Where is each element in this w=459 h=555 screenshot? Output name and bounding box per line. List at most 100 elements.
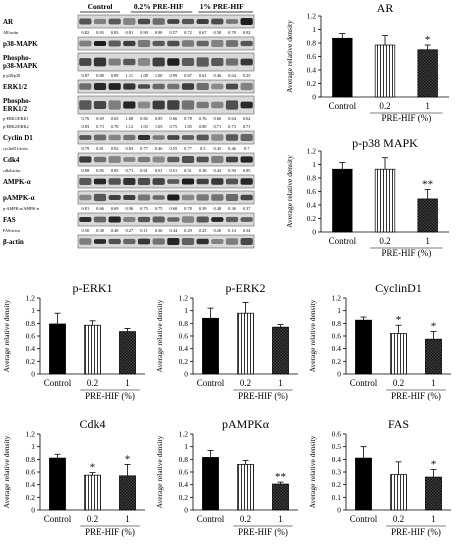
blot-ratio-value: 1.08 bbox=[125, 116, 133, 121]
bar-0-2 bbox=[374, 44, 396, 98]
blot-ratio-label: cyclinD1/actin bbox=[3, 146, 29, 151]
blot-ratio-value: 0.61 bbox=[140, 168, 148, 173]
blot-band-box bbox=[77, 152, 255, 167]
x-axis-label: PRE-HIF (%) bbox=[391, 527, 441, 537]
blot-ratio-value: 0.83 bbox=[125, 146, 133, 151]
blot-band-lane bbox=[167, 156, 180, 163]
blot-band-lane bbox=[181, 178, 195, 185]
blot-band-lane bbox=[79, 156, 92, 163]
blot-band-lane bbox=[240, 156, 253, 163]
blot-band-lane bbox=[225, 58, 239, 66]
y-tick-label: 0 bbox=[312, 93, 316, 102]
blot-band-lane bbox=[108, 134, 121, 141]
y-tick-label: 0.2 bbox=[179, 357, 189, 366]
y-tick-label: 1 bbox=[31, 442, 35, 451]
blot-band-lane bbox=[79, 194, 92, 201]
blot-ratio-value: 0.83 bbox=[81, 124, 89, 129]
blot-ratio-value: 0.57 bbox=[169, 30, 177, 35]
blot-ratio-value: 0.45 bbox=[213, 146, 221, 151]
blot-band-lane bbox=[137, 156, 151, 163]
y-tick-label: 1.2 bbox=[179, 430, 189, 439]
blot-ratio-value: 0.75 bbox=[155, 206, 163, 211]
bar-chart-svg: p-ERK1 0 0.2 0.4 0.6 0.8 1 1.2 Average relative … bbox=[2, 281, 145, 401]
blot-ratio-value: 0.43 bbox=[213, 168, 221, 173]
blot-ratio-value: 0.55 bbox=[169, 146, 177, 151]
x-category-label: Control bbox=[329, 101, 357, 111]
blot-band-lane bbox=[79, 135, 92, 140]
y-tick-label: 0.8 bbox=[179, 319, 189, 328]
blot-ratio-value: 0.75 bbox=[169, 124, 177, 129]
blot-ratio-value: 0.76 bbox=[81, 116, 89, 121]
blot-band-lane bbox=[167, 58, 180, 66]
blot-band-lane bbox=[137, 216, 151, 223]
y-tick-label: 0.6 bbox=[26, 332, 36, 341]
blot-ratio-value: 0.29 bbox=[184, 228, 192, 233]
blot-band-lane bbox=[123, 101, 136, 109]
blot-band-label: p38-MAPK bbox=[3, 40, 38, 48]
blot-ratio-value: 0.50 bbox=[228, 168, 236, 173]
blot-band-lane bbox=[240, 237, 253, 246]
y-tick-label: 0 bbox=[31, 370, 35, 379]
blot-band-lane bbox=[211, 217, 224, 222]
blot-band-lane bbox=[225, 238, 239, 245]
bar-0-2 bbox=[390, 474, 407, 511]
blot-band-lane bbox=[137, 18, 151, 25]
blot-band-lane bbox=[211, 83, 224, 90]
blot-band-lane bbox=[240, 101, 253, 109]
y-tick-label: 0.4 bbox=[332, 344, 342, 353]
blot-band-lane bbox=[240, 17, 253, 26]
blot-ratio-value: 0.61 bbox=[155, 168, 163, 173]
blot-group-label: 0.2% PRE-HIF bbox=[134, 2, 184, 11]
bar-control bbox=[202, 317, 219, 375]
blot-band-lane bbox=[137, 238, 151, 245]
blot-ratio-value: 0.25 bbox=[243, 73, 251, 78]
blot-band-label: Phospho-p38-MAPK bbox=[3, 54, 38, 70]
y-tick-label: 0.6 bbox=[179, 332, 189, 341]
blot-band-lane bbox=[196, 156, 209, 163]
y-tick-label: 0.5 bbox=[332, 442, 342, 451]
blot-ratio-value: 0.93 bbox=[96, 30, 104, 35]
blot-ratio-value: 0.36 bbox=[228, 206, 236, 211]
y-tick-label: 0.6 bbox=[332, 332, 342, 341]
blot-band-lane bbox=[240, 217, 253, 222]
y-tick-label: 1.2 bbox=[332, 294, 342, 303]
y-axis-label: Average relative density bbox=[308, 435, 317, 508]
blot-ratio-value: 0.46 bbox=[155, 146, 163, 151]
western-blot-figure: Control 0.2% PRE-HIF 1% PRE-HIF AR AR/actin 0… bbox=[3, 2, 255, 249]
blot-ratio-value: 0.73 bbox=[228, 124, 236, 129]
bar-1 bbox=[417, 49, 438, 98]
x-axis-label: PRE-HIF (%) bbox=[381, 113, 431, 123]
blot-band-lane bbox=[225, 40, 239, 47]
blot-band-box bbox=[77, 95, 255, 115]
blot-band-lane bbox=[181, 135, 195, 140]
blot-band-lane bbox=[196, 19, 209, 24]
blot-ratio-value: 0.96 bbox=[125, 206, 133, 211]
blot-ratio-value: 0.79 bbox=[81, 146, 89, 151]
blot-band-lane bbox=[196, 57, 209, 67]
blot-ratio-value: 0.85 bbox=[96, 168, 104, 173]
blot-group-label: 1% PRE-HIF bbox=[200, 2, 244, 11]
blot-band-lane bbox=[123, 18, 136, 25]
blot-ratio-value: 0.82 bbox=[243, 30, 251, 35]
y-tick-label: 0.2 bbox=[26, 493, 36, 502]
y-tick-label: 0 bbox=[312, 228, 316, 237]
y-tick-label: 1.2 bbox=[179, 294, 189, 303]
blot-band-lane bbox=[211, 194, 224, 201]
blot-band-lane bbox=[196, 238, 209, 245]
blot-band-lane bbox=[137, 84, 151, 89]
blot-band-box bbox=[77, 130, 255, 145]
blot-ratio-value: 0.69 bbox=[111, 206, 119, 211]
y-tick-label: 0.8 bbox=[307, 174, 317, 183]
blot-band-lane bbox=[181, 18, 195, 25]
blot-band-lane bbox=[196, 101, 209, 109]
x-category-label: 1 bbox=[125, 514, 130, 524]
blot-ratio-value: 0.50 bbox=[81, 228, 89, 233]
blot-ratio-value: 0.34 bbox=[243, 228, 251, 233]
bar-control bbox=[49, 323, 66, 375]
blot-band-lane bbox=[137, 194, 151, 201]
blot-ratio-value: 0.78 bbox=[184, 116, 192, 121]
blot-band-lane bbox=[79, 100, 92, 110]
bar-chart-svg: AR 0 0.2 0.4 0.6 0.8 1 1.2 Average relative dens… bbox=[285, 1, 449, 123]
blot-band-box bbox=[77, 174, 255, 189]
blot-ratio-label: p-AMPK-α/AMPK-α bbox=[3, 206, 40, 211]
